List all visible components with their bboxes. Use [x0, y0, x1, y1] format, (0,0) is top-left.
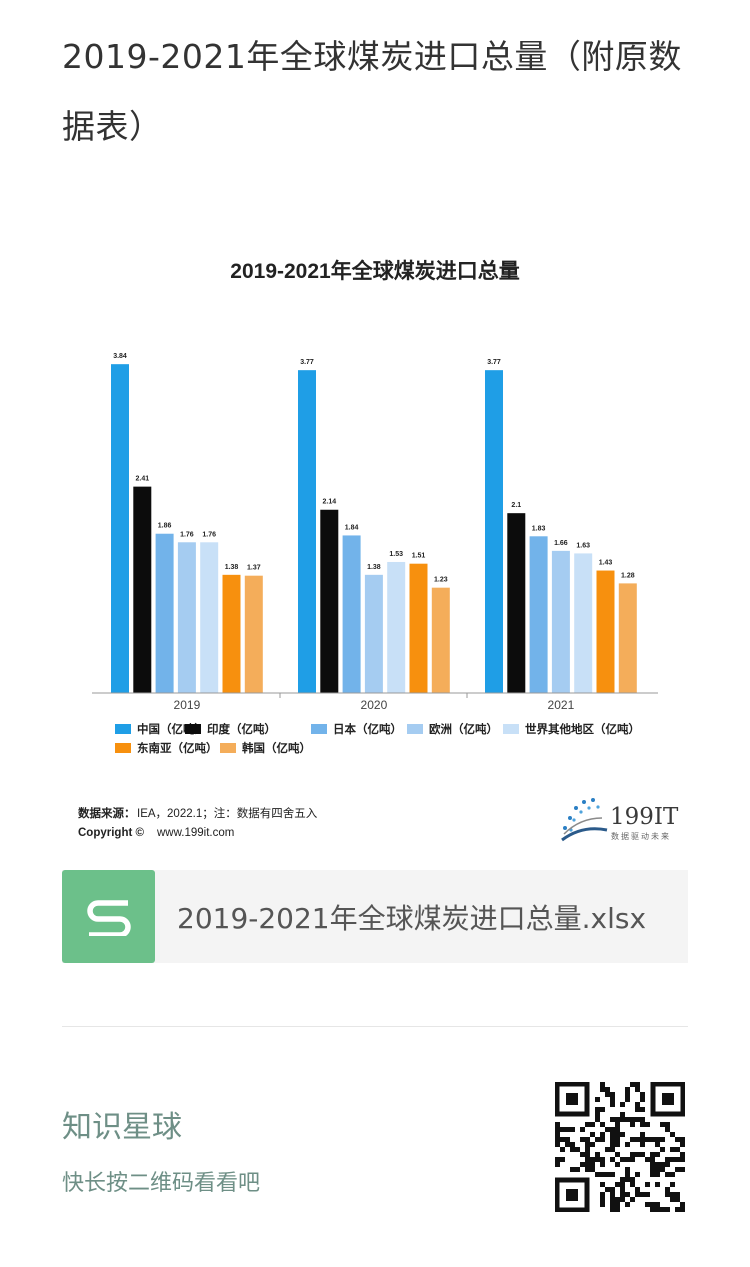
data-label: 1.28	[621, 572, 635, 579]
bar	[200, 542, 219, 693]
legend-swatch	[185, 724, 201, 734]
bar	[551, 550, 570, 693]
legend-label: 印度（亿吨）	[207, 722, 276, 736]
bar	[618, 583, 637, 693]
bar	[431, 587, 450, 693]
bar	[507, 513, 526, 693]
bar	[387, 561, 406, 693]
chart-title: 2019-2021年全球煤炭进口总量	[230, 259, 519, 283]
data-label: 1.76	[180, 531, 194, 538]
data-label: 1.66	[554, 540, 568, 547]
bar	[133, 486, 152, 693]
copyright-text: www.199it.com	[156, 827, 234, 839]
data-label: 1.86	[158, 523, 172, 530]
data-label: 1.84	[345, 524, 359, 531]
x-tick-label: 2019	[174, 698, 201, 712]
data-label: 1.76	[202, 531, 216, 538]
data-label: 2.1	[511, 502, 521, 509]
x-tick-label: 2021	[548, 698, 575, 712]
legend-swatch	[115, 743, 131, 753]
source-label: 数据来源：	[78, 806, 136, 820]
brand-logo-icon	[561, 798, 608, 842]
legend-swatch	[503, 724, 519, 734]
brand-logo-subtext: 数据驱动未来	[611, 831, 671, 841]
attachment-file-card[interactable]: 2019-2021年全球煤炭进口总量.xlsx	[62, 870, 688, 963]
data-label: 1.51	[412, 553, 426, 560]
source-text: IEA，2022.1；注：数据有四舍五入	[137, 806, 318, 820]
bar	[298, 370, 316, 693]
footer-subtitle: 快长按二维码看看吧	[62, 1171, 261, 1196]
data-label: 3.77	[300, 359, 314, 366]
data-label: 1.37	[247, 565, 261, 572]
copyright-label: Copyright ©	[78, 827, 144, 839]
legend-label: 欧洲（亿吨）	[429, 722, 498, 736]
bar	[320, 509, 339, 693]
legend-label: 东南亚（亿吨）	[137, 741, 218, 755]
bar	[342, 535, 361, 693]
legend-swatch	[407, 724, 423, 734]
data-label: 3.77	[487, 359, 501, 366]
legend-label: 世界其他地区（亿吨）	[525, 722, 640, 736]
spreadsheet-s-icon	[62, 870, 155, 963]
data-label: 1.43	[599, 560, 613, 567]
legend-swatch	[115, 724, 131, 734]
bar	[111, 364, 129, 693]
legend-swatch	[220, 743, 236, 753]
bar	[485, 370, 503, 693]
brand-logo-text: 199IT	[610, 804, 679, 830]
bar-chart: 2019-2021年全球煤炭进口总量 3.84 2.41 1.86 1.76 1.76 1…	[78, 259, 679, 842]
attachment-file-name: 2019-2021年全球煤炭进口总量.xlsx	[177, 901, 647, 935]
data-label: 2.41	[135, 476, 149, 483]
legend-swatch	[311, 724, 327, 734]
divider	[62, 1026, 688, 1027]
bar	[222, 574, 241, 693]
data-label: 1.38	[225, 564, 239, 571]
bar	[529, 536, 548, 693]
bar	[155, 533, 174, 693]
chart-card: 2019-2021年全球煤炭进口总量 3.84 2.41 1.86 1.76 1.76 1…	[62, 240, 688, 850]
data-label: 2.14	[322, 499, 336, 506]
bar	[574, 553, 593, 693]
bar	[177, 542, 196, 693]
data-label: 1.63	[576, 542, 590, 549]
data-label: 1.83	[532, 525, 546, 532]
footer-title: 知识星球	[62, 1110, 182, 1145]
bar	[596, 570, 615, 693]
legend-label: 日本（亿吨）	[333, 722, 402, 736]
data-label: 3.84	[113, 353, 127, 360]
bar	[244, 575, 263, 693]
qr-code-icon[interactable]	[555, 1082, 685, 1212]
bar	[409, 563, 428, 693]
legend-label: 韩国（亿吨）	[242, 741, 311, 755]
data-label: 1.53	[389, 551, 403, 558]
page-title: 2019-2021年全球煤炭进口总量（附原数据表）	[62, 37, 682, 146]
data-label: 1.23	[434, 577, 448, 584]
data-label: 1.38	[367, 564, 381, 571]
x-tick-label: 2020	[361, 698, 388, 712]
bar	[364, 574, 383, 693]
